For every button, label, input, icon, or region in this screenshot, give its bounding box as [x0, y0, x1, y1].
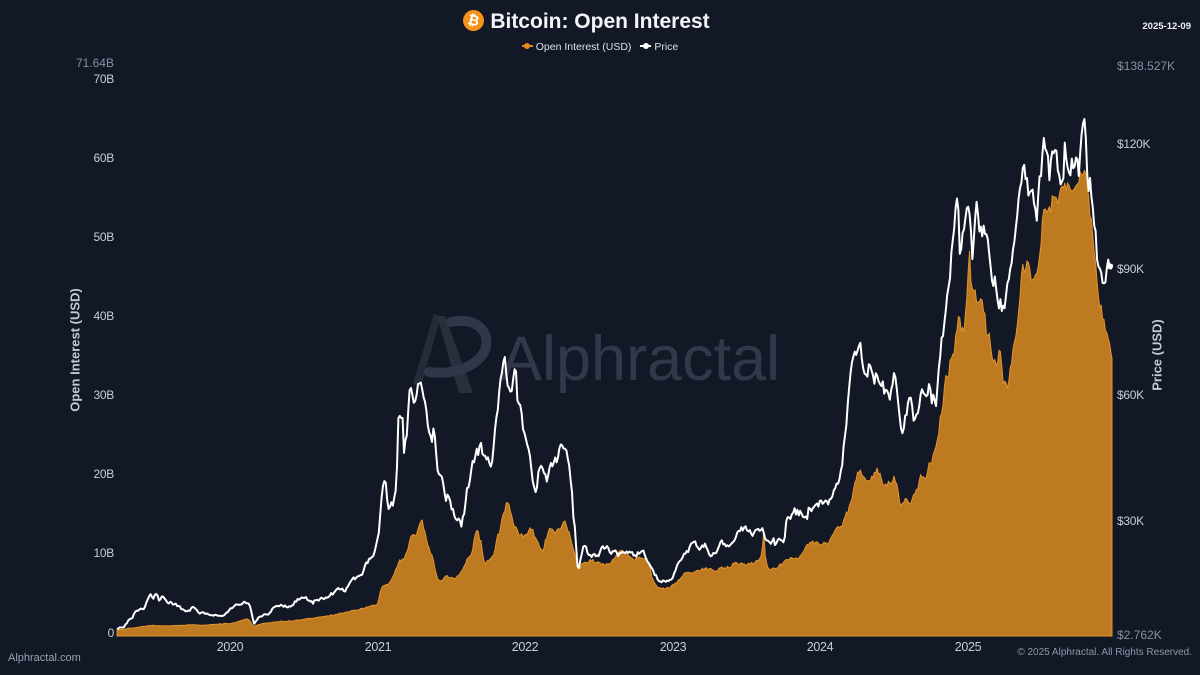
svg-text:Alphractal: Alphractal	[500, 324, 780, 394]
